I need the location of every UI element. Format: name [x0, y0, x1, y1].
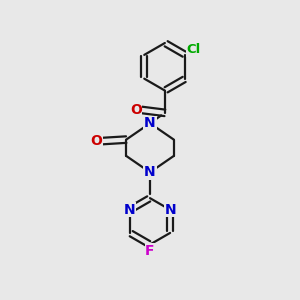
Text: F: F — [145, 244, 155, 258]
Text: Cl: Cl — [187, 43, 201, 56]
Text: O: O — [91, 134, 102, 148]
Text: N: N — [164, 203, 176, 217]
Text: N: N — [144, 116, 156, 130]
Text: O: O — [130, 103, 142, 117]
Text: N: N — [124, 203, 136, 217]
Text: N: N — [144, 165, 156, 179]
